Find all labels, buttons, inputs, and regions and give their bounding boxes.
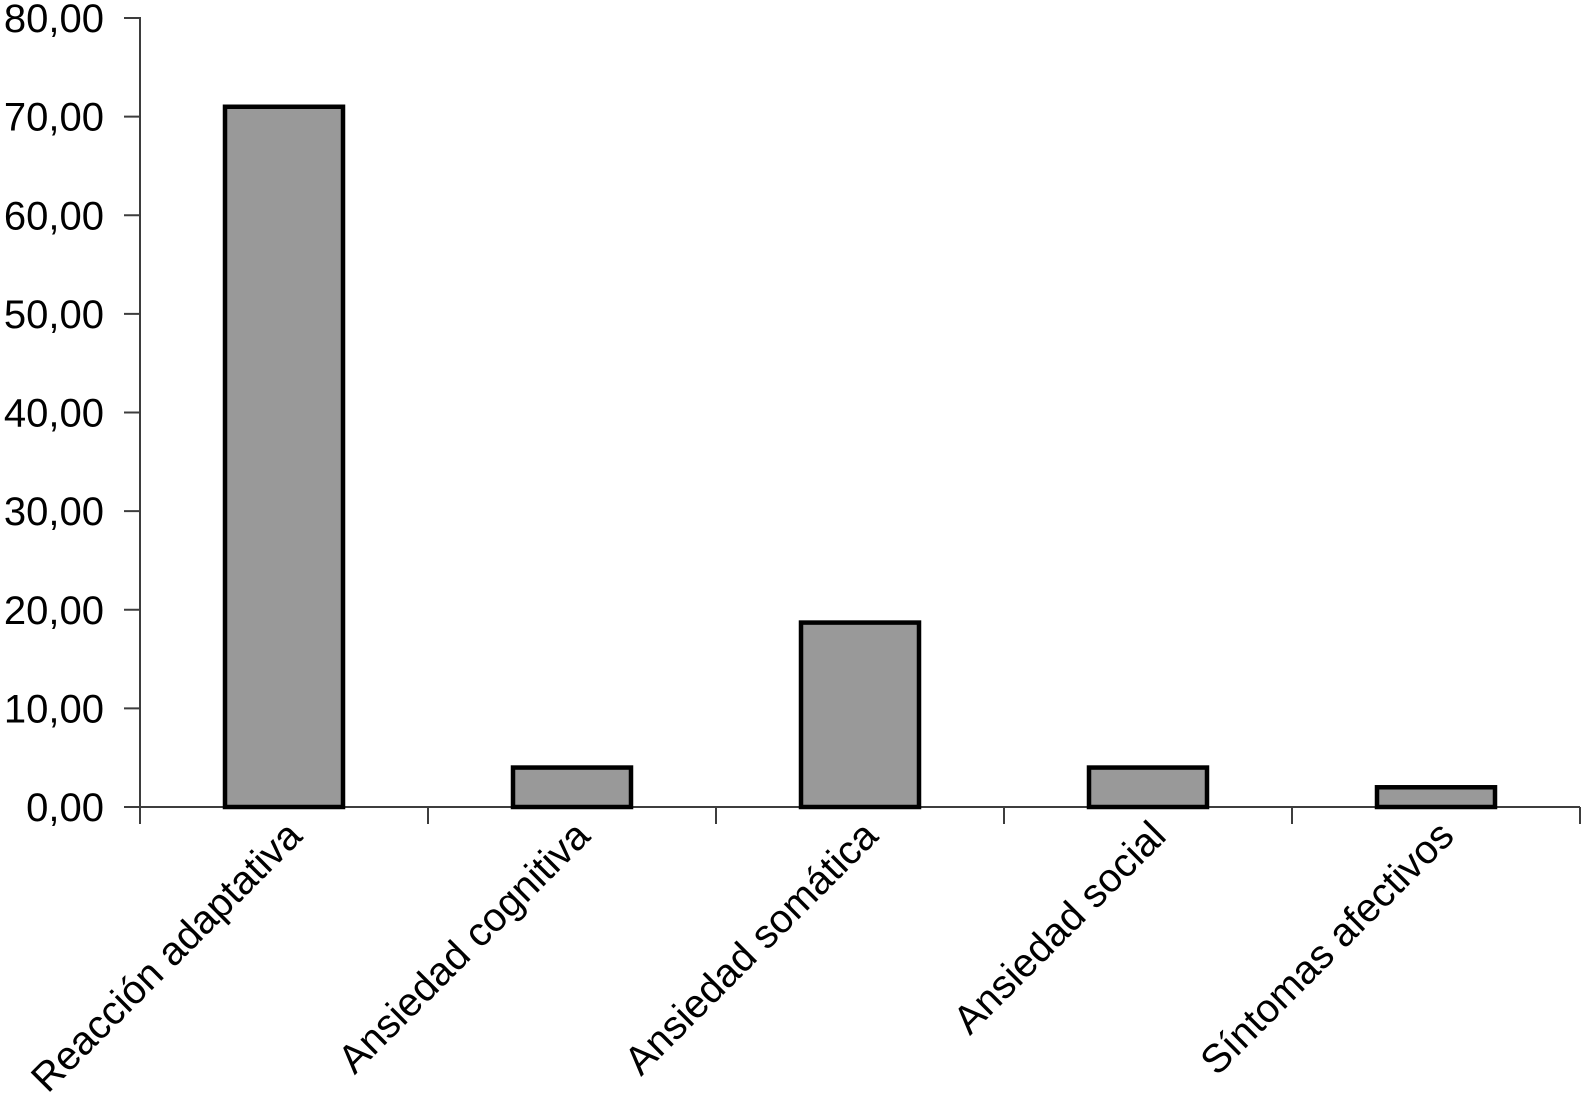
y-tick-label-1: 10,00	[4, 687, 104, 731]
y-tick-label-0: 0,00	[26, 786, 104, 830]
x-category-label-1: Ansiedad cognitiva	[330, 813, 599, 1082]
y-tick-label-6: 60,00	[4, 194, 104, 238]
bar-3	[1086, 765, 1210, 810]
y-tick-label-4: 40,00	[4, 392, 104, 436]
y-tick-label-5: 50,00	[4, 293, 104, 337]
y-tick-label-8: 80,00	[4, 0, 104, 41]
x-category-label-0: Reacción adaptativa	[23, 813, 311, 1101]
y-tick-label-3: 30,00	[4, 490, 104, 534]
y-tick-label-2: 20,00	[4, 589, 104, 633]
bar-4	[1374, 785, 1498, 810]
x-category-label-4: Síntomas afectivos	[1192, 813, 1462, 1083]
y-tick-label-7: 70,00	[4, 96, 104, 140]
x-category-label-2: Ansiedad somática	[616, 813, 887, 1084]
bar-1	[510, 765, 634, 810]
bar-2	[798, 620, 922, 810]
x-category-label-3: Ansiedad social	[945, 813, 1174, 1042]
bar-0	[222, 104, 346, 810]
